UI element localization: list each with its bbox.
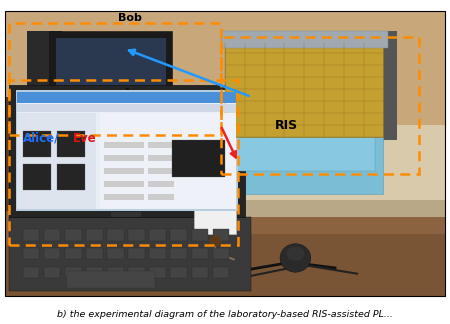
Bar (149, 229, 166, 241)
Bar (213, 229, 230, 241)
Bar (5, 11, 445, 296)
Bar (149, 248, 166, 260)
Text: Alice/: Alice/ (22, 132, 59, 145)
Bar (27, 31, 62, 97)
Bar (17, 93, 236, 210)
Ellipse shape (287, 247, 304, 261)
Bar (22, 229, 39, 241)
Bar (86, 229, 103, 241)
Bar (17, 112, 96, 210)
Text: Eve: Eve (73, 132, 97, 145)
Bar (86, 267, 103, 278)
Bar (213, 267, 230, 278)
Bar (107, 267, 124, 278)
Bar (225, 43, 383, 137)
Bar (104, 194, 144, 200)
Bar (102, 117, 119, 128)
Bar (107, 229, 124, 241)
Bar (5, 11, 445, 296)
Bar (216, 137, 383, 194)
Bar (9, 80, 238, 245)
Bar (128, 267, 145, 278)
Bar (148, 181, 175, 187)
Bar (148, 155, 175, 161)
Bar (5, 97, 58, 211)
Bar (55, 39, 166, 115)
Bar (128, 229, 145, 241)
Bar (220, 31, 388, 48)
Bar (192, 248, 208, 260)
Bar (148, 168, 175, 174)
Bar (220, 37, 418, 174)
Bar (44, 267, 60, 278)
Bar (44, 248, 60, 260)
Bar (9, 23, 220, 135)
Bar (16, 90, 238, 211)
Bar (9, 217, 252, 291)
Bar (5, 11, 445, 168)
Bar (148, 194, 175, 200)
Bar (17, 92, 236, 103)
Bar (99, 112, 236, 210)
Text: RIS: RIS (275, 119, 298, 132)
Bar (57, 131, 86, 157)
Bar (192, 229, 208, 241)
Bar (190, 200, 445, 217)
Bar (104, 143, 144, 148)
Bar (49, 31, 172, 120)
Bar (5, 222, 247, 245)
Bar (104, 168, 144, 174)
Bar (67, 271, 155, 288)
Bar (383, 31, 396, 140)
Bar (65, 267, 81, 278)
Bar (104, 155, 144, 161)
Ellipse shape (209, 236, 221, 246)
Bar (22, 131, 51, 157)
Bar (22, 164, 51, 190)
Bar (366, 31, 379, 140)
Bar (104, 181, 144, 187)
Bar (225, 137, 375, 171)
Ellipse shape (280, 244, 311, 272)
Bar (128, 248, 145, 260)
Bar (213, 248, 230, 260)
Bar (86, 248, 103, 260)
Bar (107, 248, 124, 260)
Bar (111, 212, 141, 217)
Bar (190, 125, 445, 205)
Bar (22, 267, 39, 278)
Bar (171, 267, 187, 278)
Bar (17, 104, 236, 112)
Bar (192, 267, 208, 278)
Bar (194, 171, 236, 234)
Bar (44, 229, 60, 241)
Bar (65, 248, 81, 260)
Bar (5, 234, 445, 296)
Ellipse shape (126, 88, 129, 90)
Bar (9, 86, 245, 217)
Text: b) the experimental diagram of the laboratory-based RIS-assisted PL...: b) the experimental diagram of the labor… (57, 310, 393, 319)
Bar (348, 31, 361, 140)
Bar (171, 229, 187, 241)
Bar (171, 248, 187, 260)
Bar (22, 248, 39, 260)
Bar (172, 140, 225, 177)
Bar (57, 164, 86, 190)
Bar (65, 229, 81, 241)
Bar (148, 143, 175, 148)
Text: Bob: Bob (118, 13, 142, 23)
Bar (149, 267, 166, 278)
